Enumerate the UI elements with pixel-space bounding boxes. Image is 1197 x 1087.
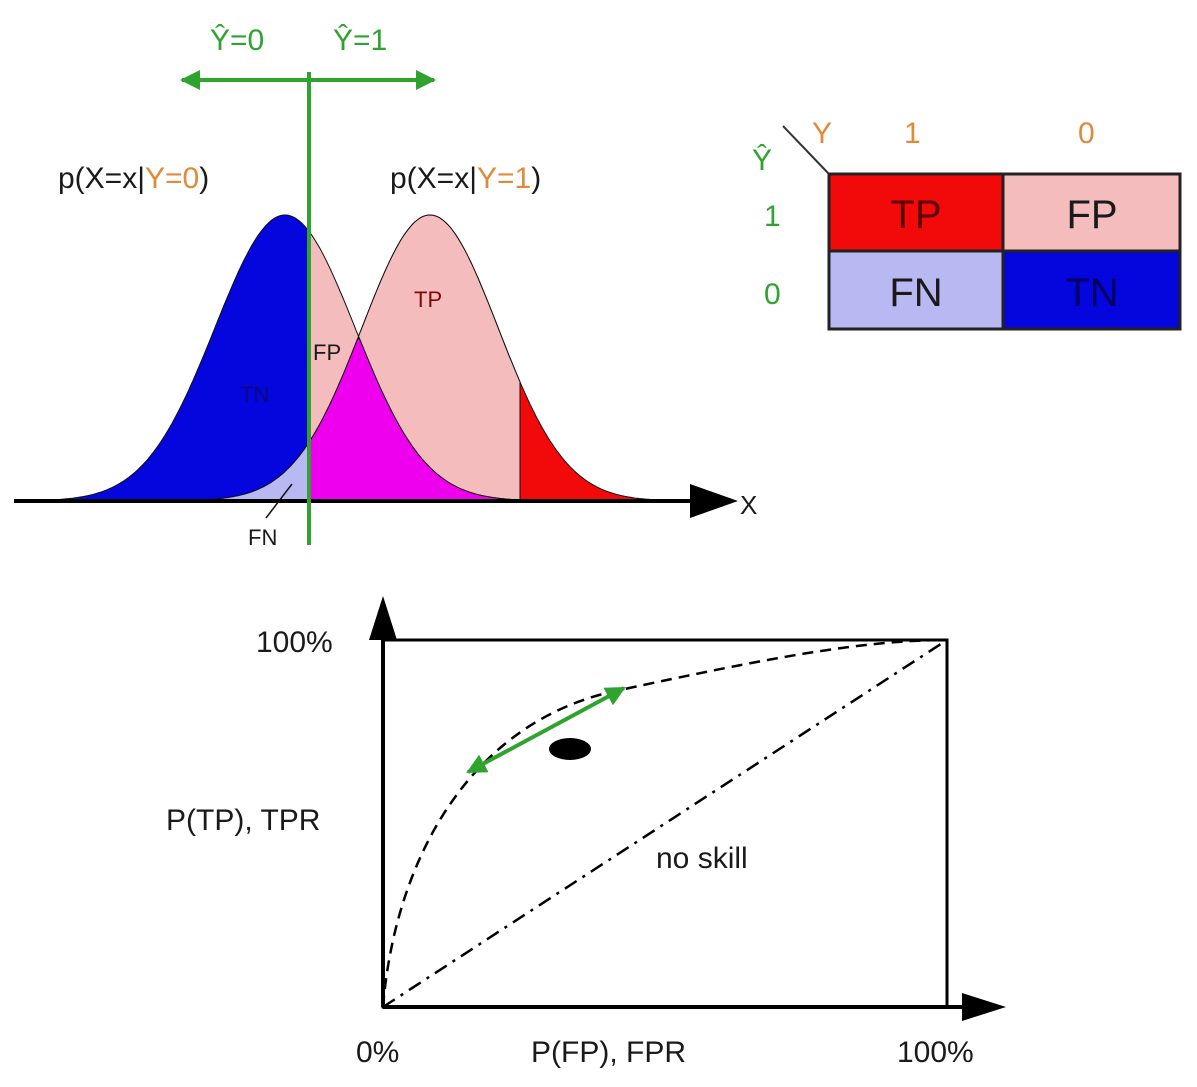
dist1-label: p(X=x|Y=1) [390, 162, 541, 195]
matrix-col-1: 1 [904, 117, 921, 150]
matrix-cell-tp-label: TP [890, 193, 941, 237]
roc-y-axis-label: P(TP), TPR [166, 804, 320, 837]
matrix-header-diagonal [782, 125, 829, 174]
roc-x-max-label: 100% [897, 1036, 974, 1069]
dist1-suffix: ) [531, 162, 541, 195]
region-fp-label: FP [313, 340, 341, 365]
roc-x-axis-label: P(FP), FPR [531, 1036, 686, 1069]
dist1-condition: Y=1 [477, 162, 531, 195]
threshold-right-label: Ŷ=1 [333, 24, 387, 57]
confusion-matrix: Y Ŷ 1 0 1 0 TP FP FN TN [752, 117, 1182, 331]
roc-y-axis-arrowhead [369, 596, 397, 640]
matrix-cell-fn-label: FN [889, 271, 942, 315]
matrix-cell-tn-label: TN [1065, 271, 1118, 315]
matrix-y-header: Y [812, 117, 832, 150]
matrix-cell-tp [829, 174, 1003, 251]
region-tp-label: TP [414, 287, 442, 312]
matrix-yhat-header: Ŷ [752, 144, 772, 177]
roc-y-max-label: 100% [256, 626, 333, 659]
matrix-cell-fn [829, 251, 1003, 329]
dist0-label: p(X=x|Y=0) [58, 162, 209, 195]
dist0-prefix: p(X=x| [58, 162, 145, 195]
distribution-plot: X Ŷ=0 Ŷ=1 p(X=x|Y=0) p(X=x|Y=1) TN FP TP… [14, 24, 757, 550]
matrix-cell-fp [1003, 174, 1180, 251]
dist1-prefix: p(X=x| [390, 162, 477, 195]
operating-point-shift-arrow [466, 686, 626, 774]
x-axis-label: X [740, 490, 757, 520]
matrix-cell-tn [1003, 251, 1180, 329]
threshold-left-label: Ŷ=0 [210, 24, 264, 57]
no-skill-diagonal [382, 638, 948, 1009]
matrix-cell-fp-label: FP [1066, 193, 1117, 237]
roc-x-axis-arrowhead [962, 993, 1006, 1021]
dist0-condition: Y=0 [145, 162, 199, 195]
dist0-suffix: ) [199, 162, 209, 195]
no-skill-label: no skill [656, 842, 748, 875]
region-true-negative [59, 214, 310, 502]
matrix-row-0: 0 [764, 278, 781, 311]
region-tn-label: TN [240, 382, 269, 407]
fn-pointer-line [265, 483, 293, 519]
roc-x-min-label: 0% [356, 1036, 399, 1069]
x-axis-arrowhead [690, 484, 738, 518]
region-fn-label: FN [248, 525, 277, 550]
roc-plot: 100% P(TP), TPR 0% P(FP), FPR 100% no sk… [166, 596, 1006, 1069]
matrix-col-0: 0 [1078, 117, 1095, 150]
matrix-row-1: 1 [764, 200, 781, 233]
operating-point [549, 738, 591, 760]
